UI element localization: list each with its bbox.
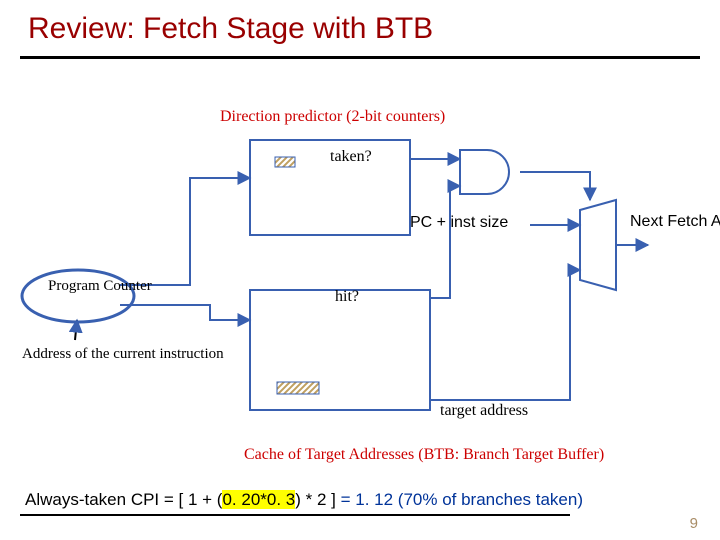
addr-current-label: Address of the current instruction	[22, 346, 172, 363]
arrow-pc-to-predictor	[120, 178, 250, 285]
page-number: 9	[690, 515, 698, 532]
arrow-and-to-mux	[520, 172, 590, 200]
cpi-result: = 1. 12 (70% of branches taken)	[336, 490, 583, 509]
and-gate	[460, 150, 509, 194]
btb-cell	[277, 382, 319, 394]
program-counter-label: Program Counter	[48, 278, 114, 295]
cpi-equation: Always-taken CPI = [ 1 + (0. 20*0. 3) * …	[25, 490, 583, 510]
mux	[580, 200, 616, 290]
cpi-mid: ) * 2 ]	[295, 490, 336, 509]
arrow-pc-to-btb	[120, 305, 250, 320]
arrow-target-to-mux	[430, 270, 580, 400]
direction-predictor-label: Direction predictor (2-bit counters)	[220, 108, 445, 126]
next-fetch-address-label: Next Fetch Address	[630, 213, 720, 231]
pc-plus-inst-label: PC + inst size	[410, 214, 508, 232]
cpi-underline	[20, 514, 570, 516]
taken-label: taken?	[330, 148, 372, 166]
target-address-label: target address	[440, 402, 528, 420]
cache-btb-label: Cache of Target Addresses (BTB: Branch T…	[244, 446, 604, 464]
hit-label: hit?	[335, 288, 359, 306]
cpi-highlight: 0. 20*0. 3	[222, 490, 295, 509]
cpi-prefix: Always-taken CPI = [ 1 + (	[25, 490, 222, 509]
arrow-hit	[430, 186, 460, 298]
predictor-cell	[275, 157, 295, 167]
